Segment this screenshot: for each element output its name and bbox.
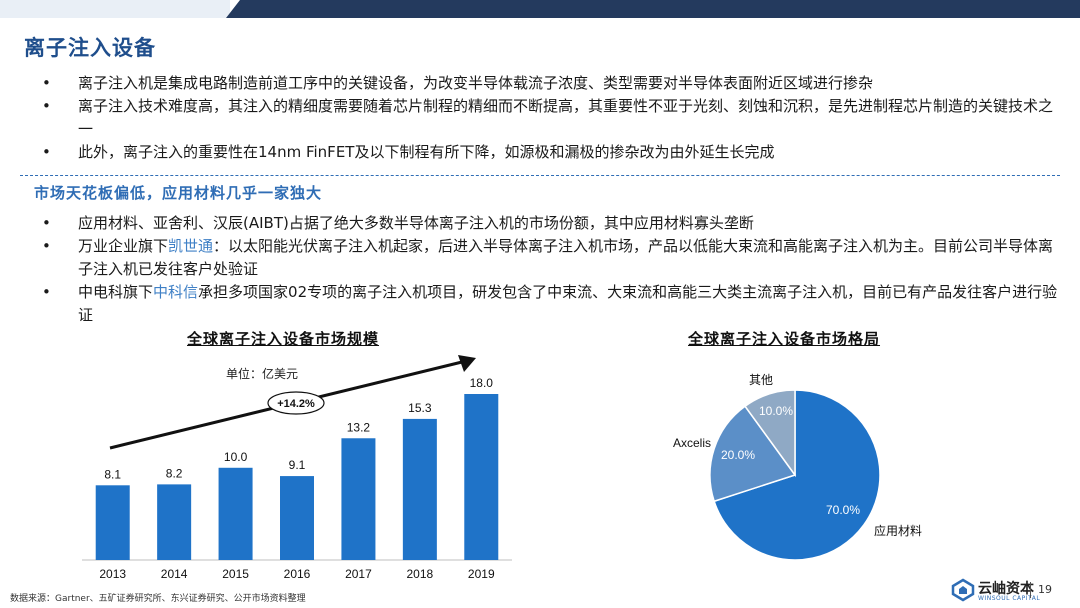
bar [341,438,376,560]
bar-value-label: 8.1 [104,467,121,481]
bullet-item: 应用材料、亚舍利、汉辰(AIBT)占据了绝大多数半导体离子注入机的市场份额，其中… [40,212,1060,235]
bar [464,394,499,560]
bullet-item: 中电科旗下中科信承担多项国家02专项的离子注入机项目，研发包含了中束流、大束流和… [40,281,1060,327]
bullet-item: 万业企业旗下凯世通：以太阳能光伏离子注入机起家，后进入半导体离子注入机市场，产品… [40,235,1060,281]
top-banner-light [0,0,230,18]
growth-annotation-label: +14.2% [277,398,315,410]
x-tick-label: 2016 [284,567,311,581]
growth-annotation-oval [267,391,325,415]
x-tick-label: 2015 [222,567,249,581]
page-number-separator [1030,582,1031,598]
bullet-text: 万业企业旗下 [78,237,169,255]
bar-value-label: 9.1 [289,458,306,472]
company-logo: 云岫资本 WINSOUL CAPITAL [950,578,1060,604]
pie-percent-label: 10.0% [759,404,793,418]
bar-value-label: 15.3 [408,401,432,415]
x-tick-label: 2018 [407,567,434,581]
bar-value-label: 10.0 [224,450,248,464]
logo-subtitle: WINSOUL CAPITAL [978,595,1041,602]
data-source-note: 数据来源：Gartner、五矿证券研究所、东兴证券研究、公开市场资料整理 [10,594,306,604]
bullet-text: 中电科旗下 [78,283,154,301]
company-highlight: 凯世通 [168,237,214,255]
bullet-item: 此外，离子注入的重要性在14nm FinFET及以下制程有所下降，如源极和漏极的… [40,141,1060,164]
growth-trend-arrowhead [458,355,476,372]
logo-mark-icon [951,578,975,602]
section-divider [20,175,1060,176]
x-tick-label: 2017 [345,567,372,581]
pie-slice [709,405,797,503]
bar [280,476,314,560]
market-bullet-list: 应用材料、亚舍利、汉辰(AIBT)占据了绝大多数半导体离子注入机的市场份额，其中… [40,212,1060,327]
bar [402,418,437,560]
pie-slice [743,389,796,478]
pie-chart-title: 全球离子注入设备市场格局 [688,330,881,348]
x-tick-label: 2014 [161,567,188,581]
bullet-item: 离子注入机是集成电路制造前道工序中的关键设备，为改变半导体载流子浓度、类型需要对… [40,72,1060,95]
top-banner-dark [226,0,1080,18]
x-tick-label: 2019 [468,567,495,581]
pie-percent-label: 70.0% [826,503,860,517]
unit-label: 单位：亿美元 [226,366,298,381]
logo-name: 云岫资本 [978,581,1034,597]
bullet-text: ：以太阳能光伏离子注入机起家，后进入半导体离子注入机市场，产品以低能大束流和高能… [78,237,1054,278]
intro-bullet-list: 离子注入机是集成电路制造前道工序中的关键设备，为改变半导体载流子浓度、类型需要对… [40,72,1060,164]
page-title: 离子注入设备 [24,36,156,60]
company-highlight: 中科信 [153,283,199,301]
pie-category-label: Axcelis [673,436,711,450]
bar-value-label: 8.2 [166,466,183,480]
top-banner [0,0,1080,18]
pie-category-label: 其他 [749,373,773,387]
bar [218,467,253,560]
bullet-text: 承担多项国家02专项的离子注入机项目，研发包含了中束流、大束流和高能三大类主流离… [78,283,1058,324]
pie-category-label: 应用材料 [874,523,922,538]
bar [157,484,192,560]
page-number: 19 [1038,583,1052,596]
pie-percent-label: 20.0% [721,448,755,462]
bar-chart-title: 全球离子注入设备市场规模 [187,330,380,348]
pie-slice [713,389,881,561]
x-tick-label: 2013 [99,567,126,581]
section-subheading: 市场天花板偏低，应用材料几乎一家独大 [34,184,323,202]
bullet-text: 应用材料、亚舍利、汉辰(AIBT)占据了绝大多数半导体离子注入机的市场份额，其中… [78,214,754,232]
bar [95,485,130,560]
bullet-item: 离子注入技术难度高，其注入的精细度需要随着芯片制程的精细而不断提高，其重要性不亚… [40,95,1060,141]
bar-value-label: 18.0 [470,376,494,390]
bar-value-label: 13.2 [347,420,371,434]
